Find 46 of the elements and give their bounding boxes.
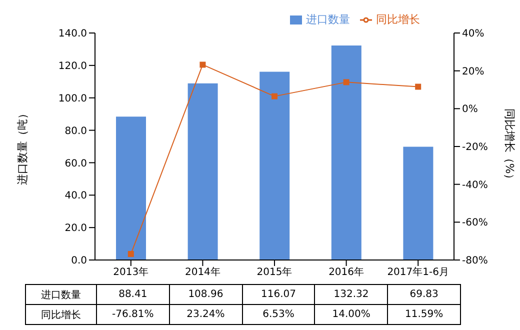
data-label: 11.59% [388,304,460,324]
y2-axis-title: 同比增长（%） [503,108,516,185]
y-tick-label: 40.0 [64,190,87,202]
point [128,250,134,257]
text: 同比增长 [41,310,81,320]
legend-label: 进口数量 [306,13,350,26]
y2-tick-label: -40% [462,180,488,191]
data-label: -76.81% [96,304,170,324]
x-tick-label: 2017年1-6月 [387,266,449,278]
data-label: 132.32 [314,284,388,304]
y-tick-label: 140.0 [58,28,87,40]
bar [331,45,362,260]
y2-tick-label: 40% [462,28,484,40]
legend-label: 同比增长 [376,13,420,26]
data-label: 88.41 [96,284,170,304]
y-axis-title: 进口数量（吨） [16,108,29,185]
bar [260,72,290,260]
y2-tick-label: 20% [462,66,484,78]
x-tick-label: 2013年 [113,266,149,278]
y2-tick-label: -20% [462,142,488,154]
point [343,79,350,86]
x-tick-label: 2015年 [256,266,292,278]
bar [188,83,218,260]
y-tick-label: 120.0 [58,60,87,72]
data-label: 23.24% [169,304,242,324]
data-label: 116.07 [242,284,315,304]
x-tick-label: 2016年 [328,266,364,278]
bar [403,146,434,260]
y-tick-label: 60.0 [64,158,87,170]
y2-tick-label: -80% [462,256,488,267]
y-tick-label: 80.0 [64,126,87,137]
text: 进口数量 [41,290,81,300]
data-label: 6.53% [242,304,315,324]
y2-tick-label: -60% [462,218,488,229]
y-tick-label: 20.0 [64,223,87,234]
x-tick-label: 2014年 [184,266,220,278]
data-label: 108.96 [169,284,242,304]
data-label: 14.00% [314,304,388,324]
point [272,93,278,100]
y-tick-label: 0.0 [71,256,87,267]
point [415,84,422,90]
y2-tick-label: 0% [462,104,478,116]
point [200,62,206,68]
data-label: 69.83 [388,284,460,304]
y-tick-label: 100.0 [58,93,87,104]
bar [116,116,146,260]
